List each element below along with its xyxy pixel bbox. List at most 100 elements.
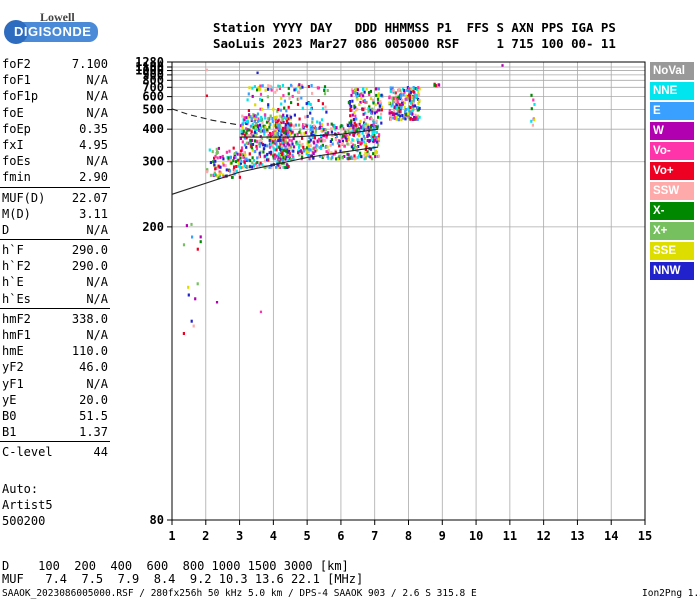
echo-point [292,124,296,128]
echo-point [287,150,290,154]
echo-point [275,148,278,152]
echo-point [305,124,308,128]
echo-point [277,165,280,169]
echo-point [298,83,301,87]
echo-point [187,293,190,297]
echo-point [234,160,238,164]
echo-point [182,243,186,247]
echo-point [321,143,324,147]
param-row: hmE 110.0 [0,343,114,359]
echo-point [316,139,319,143]
y-tick-label: 700 [142,80,164,94]
echo-point [344,136,347,140]
echo-point [320,147,323,150]
echo-point [359,100,362,104]
trace-dashed-line [171,108,240,127]
echo-point [408,105,411,109]
echo-point [355,156,358,160]
echo-point [265,120,269,124]
echo-point [279,157,282,161]
echo-point [266,128,269,132]
echo-point [266,95,269,99]
echo-point [253,139,257,143]
param-row: MUF(D) 22.07 [0,190,114,206]
echo-point [300,151,304,155]
echo-point [311,91,314,95]
echo-point [257,119,260,123]
echo-point [331,134,334,137]
legend-item: X+ [650,222,694,240]
echo-point [272,124,275,128]
echo-point [206,168,209,172]
echo-point [374,151,377,155]
echo-point [287,158,290,162]
param-separator [0,307,110,309]
param-value: 3.11 [79,206,108,221]
echo-point [224,164,227,168]
echo-point [269,122,272,126]
echo-point [353,121,356,125]
echo-point [287,86,290,90]
echo-point [364,100,367,104]
echo-point [256,124,259,128]
echo-point [245,145,248,149]
echo-point [364,155,367,159]
echo-point [354,114,357,118]
echo-point [371,107,374,111]
echo-point [269,142,272,146]
echo-point [292,157,295,161]
autoscale-label: Auto: [2,482,39,496]
echo-point [398,110,401,114]
echo-point [279,125,282,129]
echo-point [377,135,380,139]
echo-point [372,135,375,139]
echo-point [315,127,318,131]
echo-point [289,117,292,121]
echo-point [407,112,410,116]
echo-point [330,130,333,134]
echo-point [263,132,266,136]
echo-point [232,146,235,150]
echo-point [288,149,291,152]
echo-point [407,87,411,91]
echo-point [251,143,255,146]
echo-point [437,83,440,87]
echo-point [325,135,328,139]
echo-point [391,96,394,100]
echo-point [403,116,406,120]
echo-point [261,84,264,88]
echo-point [271,117,274,120]
echo-point [264,125,267,129]
echo-point [241,153,244,156]
echo-point [334,150,337,154]
echo-point [408,89,411,93]
y-tick-label: 200 [142,220,164,234]
echo-point [345,138,348,142]
echo-point [243,151,246,155]
echo-point [353,111,356,115]
echo-point [281,146,284,150]
param-row: foF1p N/A [0,88,114,104]
echo-point [255,140,259,144]
param-name: yF1 [2,376,24,391]
echo-point [190,222,193,226]
echo-point [352,143,355,147]
legend-item: Vo+ [650,162,694,180]
echo-point [249,165,252,169]
echo-point [245,136,248,140]
echo-point [264,116,267,120]
echo-point [275,88,278,92]
echo-point [317,137,321,141]
echo-point [293,88,296,92]
x-tick-label: 12 [536,529,550,543]
echo-point [395,114,398,118]
echo-point [409,110,412,114]
param-value: 20.0 [79,392,108,407]
echo-point [363,137,366,140]
echo-point [324,145,327,149]
echo-point [359,119,362,123]
echo-point [284,140,287,144]
echo-point [297,149,300,153]
echo-point [314,131,317,135]
echo-point [345,133,348,137]
